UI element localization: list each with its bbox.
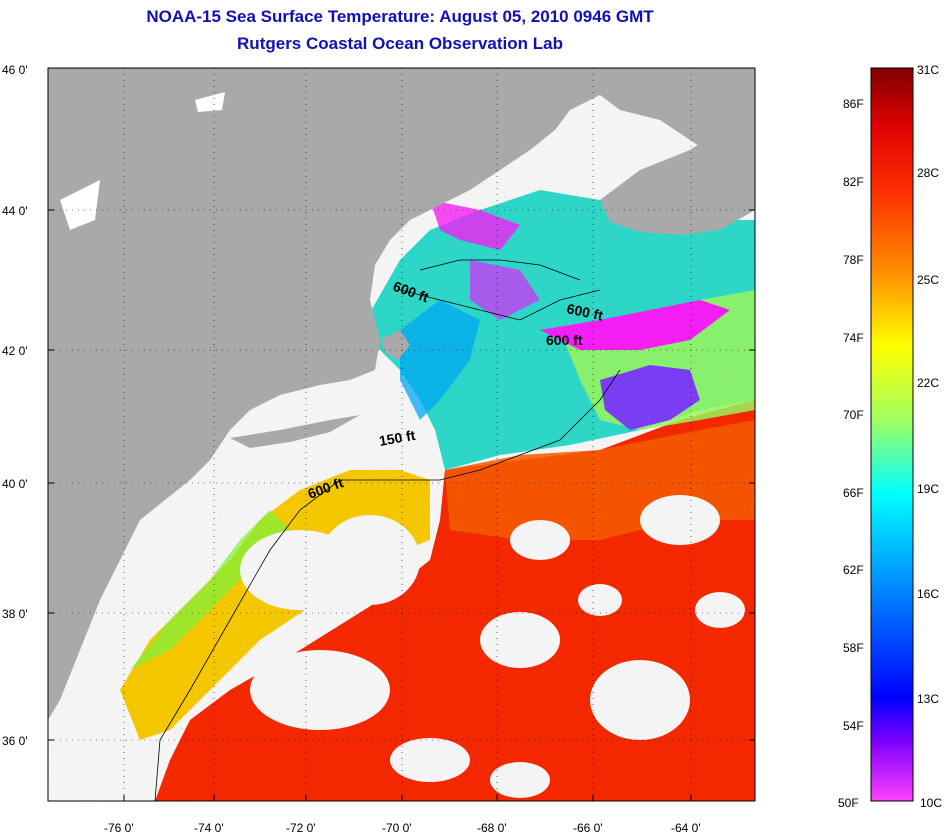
colorbar (870, 67, 914, 802)
f-label: 86F (843, 97, 864, 111)
lon-label: -66 0' (573, 821, 603, 835)
depth-contours (154, 259, 621, 801)
c-label: 10C (920, 796, 942, 810)
lon-label: -74 0' (194, 821, 224, 835)
lon-label: -76 0' (104, 821, 134, 835)
c-label: 28C (917, 166, 939, 180)
lat-label: 40 0' (2, 477, 28, 491)
f-label: 70F (843, 408, 864, 422)
f-label: 50F (838, 796, 859, 810)
c-label: 13C (917, 692, 939, 706)
contour-label: 150 ft (378, 427, 417, 449)
f-label: 54F (843, 719, 864, 733)
colorbar-celsius: 31C 28C 25C 22C 19C 16C 13C 10C (917, 63, 942, 810)
map-title: NOAA-15 Sea Surface Temperature: August … (146, 7, 654, 26)
f-label: 66F (843, 486, 864, 500)
lon-label: -64 0' (671, 821, 701, 835)
c-label: 22C (917, 376, 939, 390)
lon-label: -68 0' (477, 821, 507, 835)
lon-label: -70 0' (382, 821, 412, 835)
c-label: 31C (917, 63, 939, 77)
map-area: 600 ft 600 ft 600 ft 150 ft 600 ft (48, 68, 755, 801)
contour-label: 600 ft (546, 332, 583, 348)
lat-label: 38 0' (2, 607, 28, 621)
f-label: 58F (843, 641, 864, 655)
f-label: 74F (843, 331, 864, 345)
land-mass (48, 68, 755, 720)
f-label: 78F (843, 253, 864, 267)
map-subtitle: Rutgers Coastal Ocean Observation Lab (237, 34, 563, 53)
graticule (48, 68, 755, 801)
f-label: 62F (843, 563, 864, 577)
c-label: 25C (917, 273, 939, 287)
lat-label: 36 0' (2, 734, 28, 748)
lat-label: 46 0' (2, 63, 28, 77)
axis-ticks (48, 209, 755, 801)
f-label: 82F (843, 175, 864, 189)
colorbar-fahrenheit: 86F 82F 78F 74F 70F 66F 62F 58F 54F 50F (838, 97, 864, 810)
lon-label: -72 0' (286, 821, 316, 835)
c-label: 19C (917, 482, 939, 496)
c-label: 16C (917, 587, 939, 601)
contour-label: 600 ft (565, 300, 604, 323)
lat-label: 42 0' (2, 344, 28, 358)
lat-label: 44 0' (2, 204, 28, 218)
